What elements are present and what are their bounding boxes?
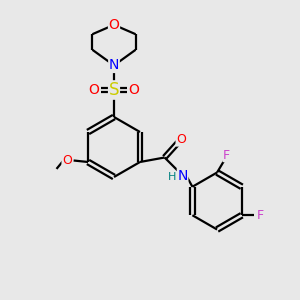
- Text: O: O: [176, 133, 186, 146]
- Text: S: S: [109, 81, 119, 99]
- Text: H: H: [168, 172, 176, 182]
- Text: F: F: [223, 148, 230, 162]
- Text: F: F: [257, 209, 264, 222]
- Text: O: O: [129, 83, 140, 97]
- Text: N: N: [109, 58, 119, 72]
- Text: O: O: [109, 18, 119, 32]
- Text: O: O: [62, 154, 72, 167]
- Text: N: N: [177, 169, 188, 182]
- Text: O: O: [88, 83, 99, 97]
